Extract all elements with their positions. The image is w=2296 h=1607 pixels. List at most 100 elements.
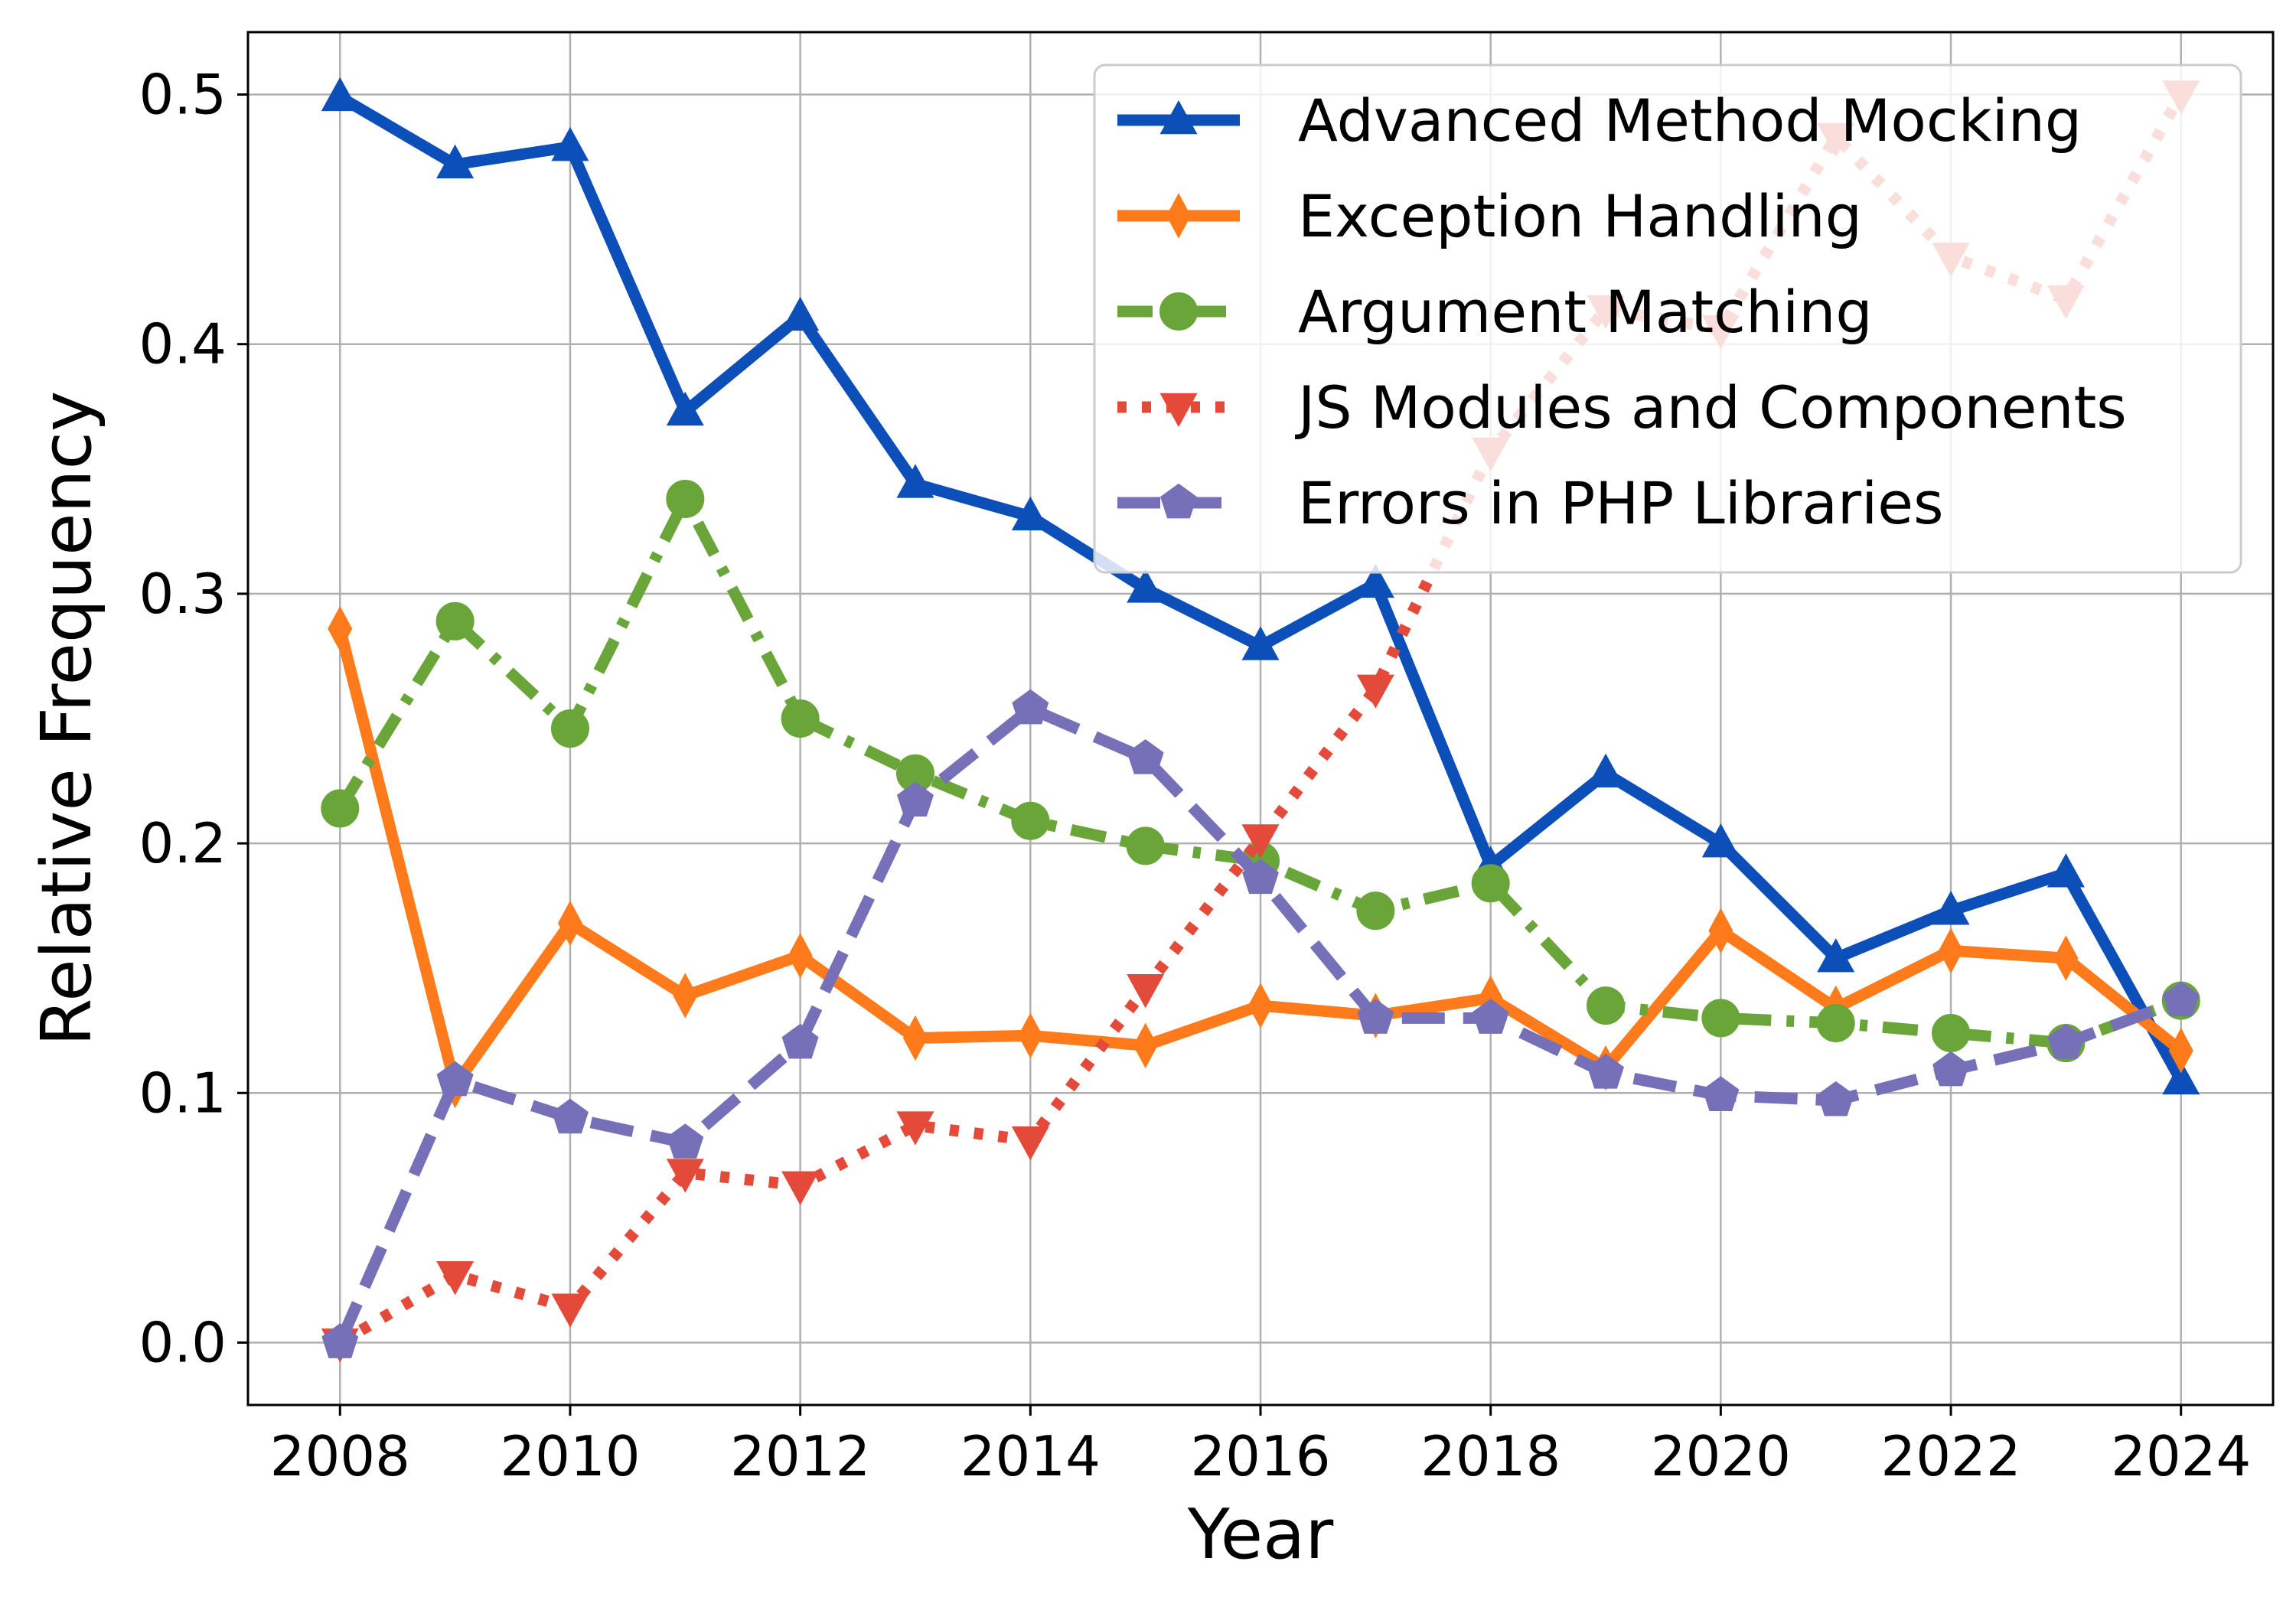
y-tick-label: 0.4 (139, 312, 227, 376)
legend-item: Argument Matching (1117, 278, 1873, 346)
legend-label: Errors in PHP Libraries (1298, 469, 1944, 537)
data-point (1127, 738, 1164, 774)
data-point (1127, 569, 1165, 603)
data-point (1133, 1022, 1158, 1069)
data-point (435, 601, 475, 641)
data-point (1011, 1126, 1049, 1161)
legend-label: Argument Matching (1298, 278, 1873, 346)
legend-item: Advanced Method Mocking (1117, 86, 2082, 155)
legend-marker (1159, 99, 1198, 135)
data-point (1241, 626, 1280, 660)
series-layer (321, 77, 2200, 1363)
data-point (321, 1323, 359, 1358)
data-point (2168, 1028, 2193, 1074)
y-tick-label: 0.1 (139, 1061, 227, 1125)
x-tick-label: 2012 (730, 1424, 870, 1488)
data-point (1816, 1003, 1855, 1042)
data-point (1932, 891, 1970, 925)
series-line (337, 91, 2187, 1348)
data-point (1241, 824, 1280, 859)
data-point (2162, 1060, 2200, 1095)
data-point (1701, 823, 1740, 858)
x-tick-label: 2020 (1651, 1424, 1791, 1488)
series-line (334, 493, 2183, 1049)
data-point (1587, 986, 1626, 1025)
data-point (896, 1111, 934, 1146)
legend-marker (1159, 483, 1198, 519)
data-point (550, 709, 589, 748)
data-point (1472, 999, 1509, 1034)
data-point (2053, 935, 2079, 981)
data-point (667, 1123, 704, 1159)
legend-marker (1159, 393, 1198, 428)
legend-label: JS Modules and Components (1295, 373, 2127, 442)
legend: Advanced Method Mocking Exception Handlin… (1093, 64, 2242, 574)
data-point (1587, 1053, 1625, 1089)
legend-item: Exception Handling (1117, 182, 1862, 250)
data-point (1708, 908, 1733, 953)
data-point (2047, 853, 2085, 888)
x-tick-label: 2022 (1880, 1424, 2020, 1488)
data-point (788, 933, 813, 979)
data-point (1932, 1051, 1970, 1087)
data-point (781, 699, 820, 738)
y-tick-label: 0.2 (139, 811, 227, 875)
data-point (666, 479, 705, 518)
series-advanced-method-mocking (321, 77, 2200, 1095)
data-point (1356, 563, 1394, 598)
data-point (1357, 999, 1394, 1034)
data-point (1939, 927, 1964, 974)
data-point (1011, 801, 1050, 840)
data-point (1241, 859, 1280, 895)
data-point (436, 1061, 474, 1097)
x-tick-label: 2016 (1190, 1424, 1330, 1488)
data-point (896, 464, 934, 498)
data-point (557, 900, 582, 947)
data-point (673, 973, 698, 1019)
y-tick-label: 0.0 (139, 1310, 227, 1374)
data-point (1356, 892, 1395, 931)
legend-marker (1159, 292, 1198, 331)
data-point (551, 1098, 589, 1134)
legend-label: Advanced Method Mocking (1298, 86, 2082, 155)
data-point (2047, 1023, 2085, 1059)
x-axis-title: Year (1187, 1495, 1334, 1575)
x-tick-label: 2008 (270, 1424, 410, 1488)
data-point (1247, 983, 1274, 1028)
data-point (1126, 826, 1165, 865)
data-point (551, 1293, 589, 1328)
y-tick-label: 0.5 (139, 63, 227, 127)
data-point (1701, 999, 1740, 1038)
data-point (436, 144, 475, 179)
axis-ticks: 2008 2010 2012 2014 2016 2018 2020 2022 2024 0.0 0… (139, 63, 2251, 1488)
legend-item: Errors in PHP Libraries (1117, 469, 1944, 537)
data-point (321, 789, 360, 828)
data-point (2162, 981, 2200, 1017)
y-axis-title: Relative Frequency (27, 391, 107, 1047)
legend-marker (1166, 193, 1192, 239)
data-point (1012, 689, 1049, 725)
data-point (666, 391, 704, 426)
data-point (436, 1261, 475, 1296)
x-tick-label: 2018 (1420, 1424, 1561, 1488)
data-point (1817, 1081, 1854, 1116)
data-point (1471, 864, 1510, 903)
legend-label: Exception Handling (1298, 182, 1862, 250)
data-point (1018, 1012, 1043, 1058)
y-tick-label: 0.3 (139, 562, 227, 626)
data-point (1127, 973, 1165, 1009)
data-point (1817, 938, 1855, 973)
data-point (551, 126, 589, 161)
data-point (666, 1159, 704, 1193)
data-point (321, 77, 359, 112)
data-point (1932, 1013, 1971, 1052)
data-point (1587, 753, 1625, 788)
x-tick-label: 2014 (960, 1424, 1101, 1488)
legend-box (1093, 64, 2242, 574)
data-point (328, 605, 353, 652)
data-point (1356, 674, 1394, 709)
data-point (781, 296, 820, 331)
x-tick-label: 2010 (500, 1424, 640, 1488)
series-errors-in-php-libraries (321, 689, 2200, 1358)
